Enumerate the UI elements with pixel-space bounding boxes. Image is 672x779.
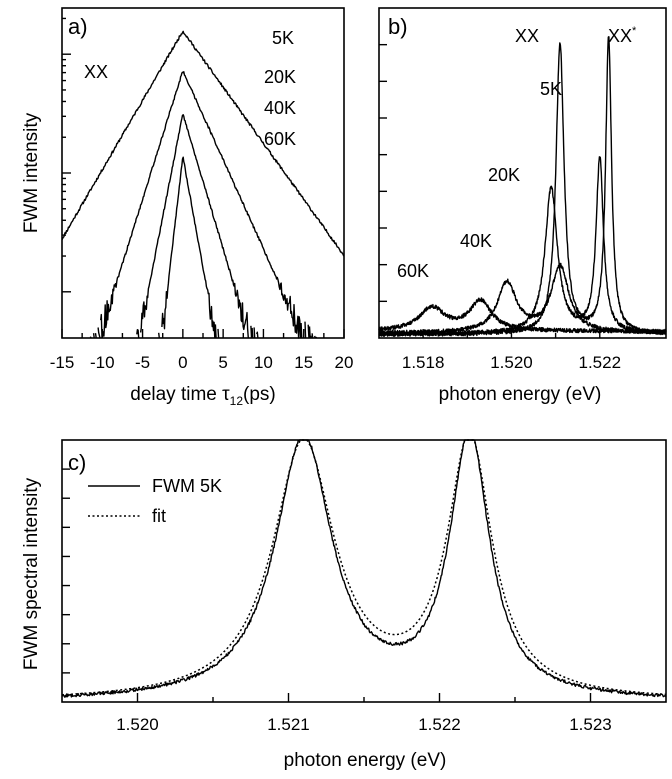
x-tick-label: 1.523 [569, 715, 612, 734]
panel-c-tick-labels: 1.520 1.521 1.522 1.523 [116, 715, 612, 734]
panel-a-line-5k [61, 30, 345, 257]
panel-a-line-20k [89, 71, 318, 339]
panel-b-x-axis-label: photon energy (eV) [439, 384, 602, 405]
panel-a-y-axis-label: FWM intensity [21, 112, 42, 233]
x-tick-label: 10 [254, 353, 273, 372]
x-tick-label: -15 [50, 353, 75, 372]
panel-b-line-5k [378, 36, 667, 337]
panel-b-xx-star-peak-label: XX* [608, 25, 637, 46]
x-tick-label: 1.521 [267, 715, 310, 734]
x-tick-label: -5 [135, 353, 150, 372]
panel-c-y-axis-label: FWM spectral intensity [21, 477, 42, 670]
x-tick-label: 1.518 [402, 353, 445, 372]
x-tick-label: 0 [178, 353, 187, 372]
panel-a-tick-labels: -15 -10 -5 0 5 10 15 20 [50, 353, 354, 372]
x-tick-label: 20 [335, 353, 354, 372]
panel-c: c) FWM 5K fit 1.520 1.521 1.522 1.523 photo… [21, 439, 667, 771]
panel-b-tick-labels: 1.518 1.520 1.522 [402, 353, 621, 372]
panel-b-frame [378, 7, 667, 339]
x-tick-label: 1.520 [116, 715, 159, 734]
panel-b: b) XX XX* 5K 20K 40K 60K 1.518 1.520 1.522… [378, 7, 667, 405]
x-tick-label: 15 [294, 353, 313, 372]
panel-a-ticks [61, 17, 345, 338]
panel-b-ticks [379, 43, 601, 338]
panel-c-x-axis-label: photon energy (eV) [284, 750, 447, 771]
panel-c-legend: FWM 5K fit [88, 476, 222, 526]
x-tick-label: 1.522 [578, 353, 621, 372]
panel-b-label: b) [388, 14, 408, 39]
panel-a-series-label-5k: 5K [272, 28, 294, 48]
panel-a-line-40k [136, 114, 259, 339]
legend-label-fit: fit [152, 506, 166, 526]
x-tick-label: 1.522 [418, 715, 461, 734]
x-tick-label: 5 [218, 353, 227, 372]
panel-b-series-label-20k: 20K [488, 165, 520, 185]
panel-a-series-label-40k: 40K [264, 98, 296, 118]
panel-a-xx-annotation: XX [84, 62, 108, 82]
panel-b-series-label-40k: 40K [460, 231, 492, 251]
panel-a-x-axis-label: delay time τ12(ps) [130, 384, 276, 408]
panel-a-series-label-20k: 20K [264, 67, 296, 87]
panel-c-line-fwm-5k [61, 439, 667, 698]
panel-c-label: c) [68, 450, 86, 475]
legend-label-fwm-5k: FWM 5K [152, 476, 222, 496]
panel-b-series-label-5k: 5K [540, 79, 562, 99]
panel-a-curves [61, 30, 345, 339]
panel-c-curves [61, 439, 667, 698]
panel-a-series-label-60k: 60K [264, 129, 296, 149]
panel-a: a) XX 5K 20K 40K 60K -15 -10 -5 0 5 10 15 20 de… [21, 7, 354, 408]
panel-b-line-20k [378, 156, 667, 337]
x-tick-label: 1.520 [490, 353, 533, 372]
panel-b-xx-peak-label: XX [515, 26, 539, 46]
panel-a-label: a) [68, 14, 88, 39]
panel-a-line-60k [158, 156, 220, 339]
panel-b-line-60k [378, 297, 667, 334]
panel-c-ticks [62, 468, 592, 702]
x-tick-label: -10 [90, 353, 115, 372]
panel-b-curves [378, 36, 667, 337]
panel-b-series-label-60k: 60K [397, 261, 429, 281]
